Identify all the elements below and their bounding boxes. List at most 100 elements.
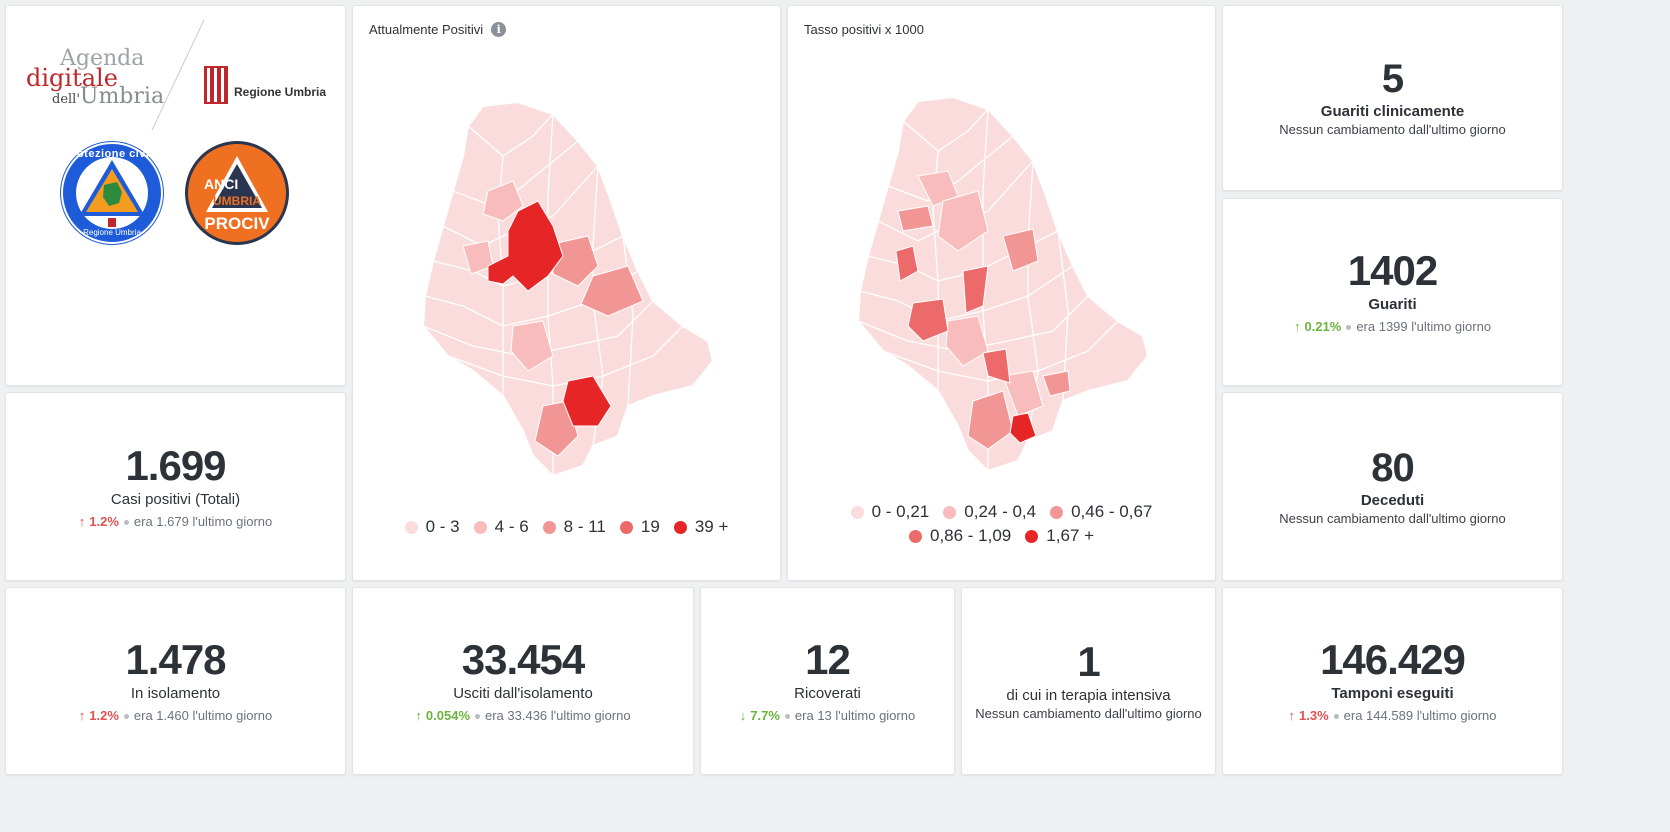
stat-tamponi-eseguiti: 146.429 Tamponi eseguiti ↑ 1.3% era 144.58…: [1222, 587, 1563, 775]
map-tasso-positivi-panel: Tasso positivi x 1000: [787, 5, 1216, 581]
arrow-up-icon: ↑: [78, 708, 86, 723]
stat-change: ↑ 1.2% era 1.460 l'ultimo giorno: [78, 708, 273, 723]
legend-item: 0,24 - 0,4: [943, 502, 1036, 522]
stat-casi-positivi: 1.699 Casi positivi (Totali) ↑ 1.2% era 1.…: [5, 392, 346, 581]
area-39-plus-terni: [562, 375, 612, 427]
stat-guariti: 1402 Guariti ↑ 0.21% era 1399 l'ultimo gio…: [1222, 198, 1563, 386]
legend-item: 1,67 +: [1025, 526, 1094, 546]
arrow-up-icon: ↑: [1293, 319, 1301, 334]
agenda-digitale-logo: Agenda digitale dell'Umbria: [26, 46, 165, 109]
map-attualmente-positivi-panel: Attualmente Positivi i 0 - 3 4 -: [352, 5, 781, 581]
area-8-11-b: [580, 265, 644, 317]
stat-value: 1402: [1347, 247, 1438, 294]
stat-label: Guariti clinicamente: [1320, 103, 1465, 120]
legend-swatch-icon: [619, 520, 633, 534]
divider-line: [151, 19, 205, 131]
stat-ricoverati: 12 Ricoverati ↓ 7.7% era 13 l'ultimo giorn…: [700, 587, 955, 775]
stat-usciti-isolamento: 33.454 Usciti dall'isolamento ↑ 0.054% era…: [352, 587, 694, 775]
area-0-86-a: [895, 245, 919, 282]
legend-swatch-icon: [473, 520, 487, 534]
protezione-civile-logo: Protezione civile Regione Umbria: [59, 140, 165, 246]
legend-swatch-icon: [404, 520, 418, 534]
area-4-6-c: [510, 320, 554, 372]
area-0-24-d: [1002, 370, 1044, 417]
stat-in-isolamento: 1.478 In isolamento ↑ 1.2% era 1.460 l'ult…: [5, 587, 346, 775]
legend-swatch-icon: [542, 520, 556, 534]
area-4-6-a: [482, 180, 524, 222]
stat-label: Deceduti: [1360, 491, 1425, 509]
legend-item: 0 - 3: [404, 517, 460, 537]
legend-item: 0,86 - 1,09: [908, 526, 1011, 546]
stat-label: Casi positivi (Totali): [110, 490, 241, 508]
stat-value: 1.478: [125, 636, 226, 683]
stat-value: 33.454: [461, 636, 585, 683]
stat-value: 1: [1077, 638, 1100, 685]
area-0-46-d: [1042, 370, 1071, 397]
regione-umbria-logo: Regione Umbria: [204, 66, 326, 104]
map2-legend: 0 - 0,21 0,24 - 0,4 0,46 - 0,67 0,86 - 1…: [788, 502, 1215, 546]
separator-dot: [1346, 325, 1352, 331]
separator-dot: [475, 714, 480, 720]
area-0-86-d: [982, 348, 1011, 384]
map1-legend: 0 - 3 4 - 6 8 - 11 19 39 +: [353, 517, 780, 537]
legend-swatch-icon: [673, 520, 687, 534]
umbria-choropleth-map[interactable]: [353, 96, 782, 496]
stat-note: Nessun cambiamento dall'ultimo giorno: [1279, 122, 1506, 137]
area-0-86-c: [962, 265, 989, 314]
area-0-86-b: [907, 298, 949, 342]
stat-value: 146.429: [1320, 636, 1466, 683]
stat-label: di cui in terapia intensiva: [1006, 687, 1171, 704]
stat-change: ↑ 0.054% era 33.436 l'ultimo giorno: [415, 708, 631, 723]
area-0-24-a: [917, 170, 959, 207]
umbria-rate-map[interactable]: [788, 91, 1217, 491]
stat-label: Usciti dall'isolamento: [453, 685, 593, 702]
legend-item: 8 - 11: [542, 517, 606, 537]
area-0-46-a: [897, 205, 934, 232]
legend-item: 4 - 6: [473, 517, 529, 537]
map-title: Attualmente Positivi: [369, 22, 484, 37]
legend-swatch-icon: [943, 505, 957, 519]
stat-terapia-intensiva: 1 di cui in terapia intensiva Nessun cam…: [961, 587, 1216, 775]
info-icon[interactable]: i: [491, 22, 507, 37]
map-title: Tasso positivi x 1000: [804, 22, 924, 37]
stat-label: Guariti: [1368, 296, 1417, 313]
stat-value: 1.699: [125, 441, 226, 489]
legend-swatch-icon: [1050, 505, 1064, 519]
stat-note: Nessun cambiamento dall'ultimo giorno: [1279, 510, 1506, 526]
stat-change: ↑ 1.2% era 1.679 l'ultimo giorno: [78, 513, 273, 529]
area-0-24-b: [937, 190, 989, 252]
stat-change: ↑ 1.3% era 144.589 l'ultimo giorno: [1288, 708, 1497, 723]
stat-change: ↓ 7.7% era 13 l'ultimo giorno: [739, 708, 916, 723]
stat-label: Ricoverati: [794, 685, 861, 702]
arrow-up-icon: ↑: [415, 708, 422, 723]
stat-value: 80: [1371, 445, 1414, 490]
legend-swatch-icon: [908, 529, 922, 543]
stat-deceduti: 80 Deceduti Nessun cambiamento dall'ulti…: [1222, 392, 1563, 581]
legend-item: 0,46 - 0,67: [1050, 502, 1152, 522]
stat-value: 5: [1381, 57, 1404, 101]
separator-dot: [123, 519, 129, 525]
arrow-up-icon: ↑: [1288, 708, 1296, 723]
stat-note: Nessun cambiamento dall'ultimo giorno: [975, 706, 1202, 721]
anci-umbria-prociv-logo: ANCI UMBRIA PROCIV: [184, 140, 290, 246]
stat-label: In isolamento: [130, 685, 221, 702]
arrow-down-icon: ↓: [739, 708, 747, 723]
area-1-67-plus: [1009, 412, 1037, 444]
legend-swatch-icon: [850, 505, 864, 519]
legend-item: 0 - 0,21: [850, 502, 929, 522]
stat-value: 12: [805, 636, 851, 683]
area-0-46-b: [1002, 228, 1039, 272]
legend-item: 19: [619, 517, 660, 537]
legend-item: 39 +: [673, 517, 728, 537]
stat-change: ↑ 0.21% era 1399 l'ultimo giorno: [1293, 319, 1492, 334]
logos-panel: Agenda digitale dell'Umbria Regione Umbr…: [5, 5, 346, 386]
area-0-46-c: [967, 390, 1014, 450]
stat-guariti-clinicamente: 5 Guariti clinicamente Nessun cambiament…: [1222, 5, 1563, 191]
legend-swatch-icon: [1025, 529, 1039, 543]
area-39-plus-perugia: [487, 200, 564, 292]
area-0-24-c: [945, 315, 989, 367]
separator-dot: [784, 714, 790, 720]
separator-dot: [1333, 714, 1339, 720]
arrow-up-icon: ↑: [78, 513, 86, 529]
stat-label: Tamponi eseguiti: [1331, 685, 1454, 702]
